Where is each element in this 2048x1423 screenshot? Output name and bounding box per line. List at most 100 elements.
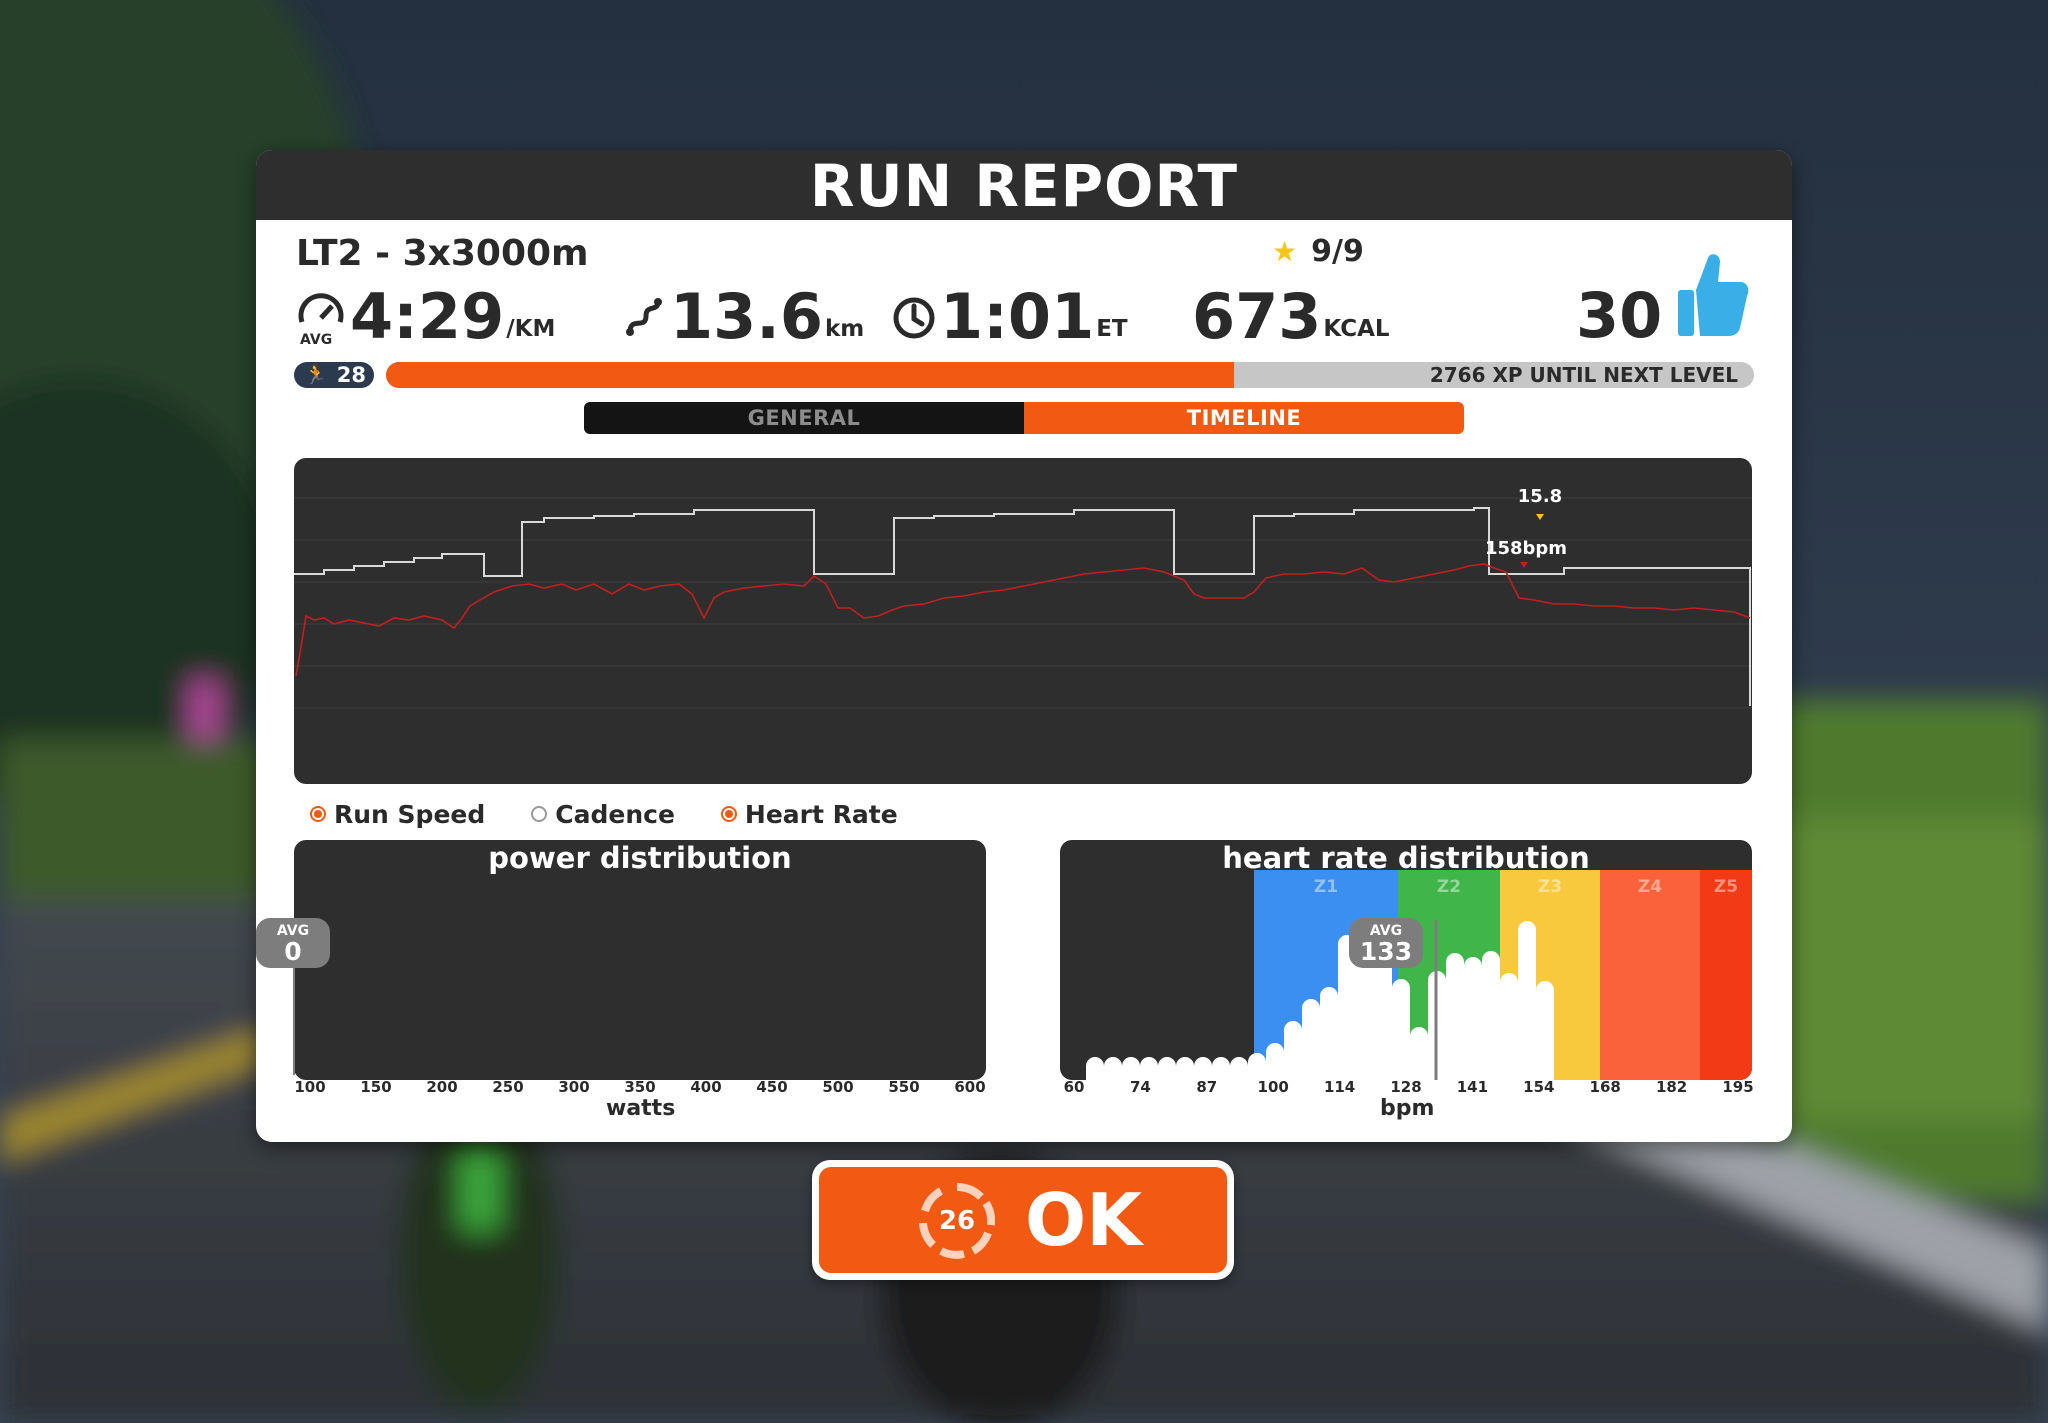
run-speed-label: Run Speed <box>334 799 486 829</box>
peak-hr-marker <box>1520 562 1528 568</box>
run-speed-radio[interactable] <box>310 806 326 822</box>
power-tick-500: 500 <box>822 1078 854 1096</box>
hr-tick-168: 168 <box>1589 1078 1621 1096</box>
stars-count: ★ 9/9 <box>1272 230 1364 274</box>
level-value: 28 <box>336 363 366 387</box>
hr-zone-z5 <box>1700 870 1752 1080</box>
power-avg-line <box>293 965 295 1075</box>
workout-name: LT2 - 3x3000m <box>296 233 589 274</box>
hr-avg-badge: AVG 133 <box>1349 918 1423 968</box>
hr-avg-label: AVG <box>1369 923 1403 939</box>
timeline-legend: Run Speed Cadence Heart Rate <box>310 798 944 830</box>
power-distribution-title: power distribution <box>488 841 792 875</box>
report-tabs: GENERAL TIMELINE <box>584 402 1464 434</box>
stat-distance: 13.6 km <box>624 280 864 352</box>
cadence-radio[interactable] <box>531 806 548 822</box>
hr-zone-label-z4: Z4 <box>1638 877 1662 897</box>
ok-label: OK <box>1025 1178 1142 1262</box>
legend-run-speed[interactable]: Run Speed <box>310 800 485 829</box>
heart-rate-series <box>295 563 1751 677</box>
hr-zone-label-z5: Z5 <box>1714 877 1738 897</box>
hr-tick-154: 154 <box>1523 1078 1555 1096</box>
hr-zone-z4 <box>1600 870 1700 1080</box>
hr-tick-141: 141 <box>1456 1078 1489 1096</box>
power-tick-100: 100 <box>294 1078 326 1096</box>
power-avg-label: AVG <box>276 923 310 939</box>
power-tick-300: 300 <box>558 1078 590 1096</box>
stars-value: 9/9 <box>1311 234 1364 269</box>
hr-distribution-plot: Z1 Z2 Z3 Z4 Z5 <box>1086 870 1752 1080</box>
countdown-ring-icon <box>919 1183 995 1259</box>
power-axis-label: watts <box>606 1096 676 1121</box>
stat-time: 1:01 ET <box>892 280 1128 352</box>
timeline-chart: 15.8 158bpm <box>294 458 1752 784</box>
time-value: 1:01 <box>940 280 1095 353</box>
hr-avg-value: 133 <box>1359 937 1413 966</box>
run-speed-series <box>294 507 1751 706</box>
peak-hr-label: 158bpm <box>1485 538 1567 559</box>
power-avg-value: 0 <box>284 937 302 966</box>
report-title: RUN REPORT <box>256 150 1792 220</box>
legend-cadence[interactable]: Cadence <box>531 800 675 829</box>
hr-tick-128: 128 <box>1390 1078 1422 1096</box>
power-tick-450: 450 <box>756 1078 788 1096</box>
speedometer-icon: AVG <box>298 293 344 346</box>
hr-zone-label-z2: Z2 <box>1437 877 1461 897</box>
power-distribution-chart: power distribution <box>294 840 986 1080</box>
level-badge: 🏃 28 <box>294 362 374 388</box>
heart-rate-radio[interactable] <box>720 806 737 822</box>
ok-countdown: 26 <box>938 1206 976 1236</box>
run-report-panel: RUN REPORT LT2 - 3x3000m ★ 9/9 AVG 4:29/K… <box>256 150 1792 1142</box>
timeline-plot: 15.8 158bpm <box>294 486 1752 709</box>
xp-remaining-text: 2766 XP UNTIL NEXT LEVEL <box>1429 363 1738 387</box>
ok-button-face[interactable]: 26 OK <box>819 1167 1227 1273</box>
xp-progress-bar: 2766 XP UNTIL NEXT LEVEL <box>386 362 1754 388</box>
time-unit: ET <box>1096 316 1128 342</box>
power-tick-150: 150 <box>360 1078 392 1096</box>
distance-value: 13.6 <box>670 280 823 353</box>
hr-tick-114: 114 <box>1323 1078 1356 1096</box>
heart-rate-label: Heart Rate <box>744 799 898 829</box>
route-icon <box>626 298 662 336</box>
pace-unit: /KM <box>506 316 556 342</box>
xp-earned: 30 <box>1576 279 1663 352</box>
clock-icon <box>893 297 935 339</box>
pace-value: 4:29 <box>350 280 505 353</box>
peak-speed-marker <box>1536 514 1544 520</box>
power-tick-350: 350 <box>624 1078 656 1096</box>
tab-timeline[interactable]: TIMELINE <box>1024 402 1464 434</box>
thumbs-up-icon[interactable] <box>1674 250 1750 340</box>
power-tick-250: 250 <box>492 1078 524 1096</box>
stat-pace: AVG 4:29/KM <box>296 280 555 352</box>
hr-tick-87: 87 <box>1196 1078 1218 1096</box>
calories-unit: KCAL <box>1323 316 1390 342</box>
power-tick-600: 600 <box>954 1078 986 1096</box>
svg-text:AVG: AVG <box>300 332 332 346</box>
hr-axis-ticks: 60 74 87 100 114 128 141 154 168 182 195 <box>1064 1078 1754 1102</box>
hr-tick-60: 60 <box>1063 1078 1085 1096</box>
hr-tick-182: 182 <box>1655 1078 1688 1096</box>
hr-zone-label-z3: Z3 <box>1538 877 1562 897</box>
ok-button[interactable]: 26 OK <box>812 1160 1234 1280</box>
power-tick-400: 400 <box>690 1078 722 1096</box>
star-icon: ★ <box>1272 235 1298 268</box>
calories-value: 673 <box>1192 280 1322 353</box>
hr-tick-195: 195 <box>1722 1078 1754 1096</box>
power-avg-badge: AVG 0 <box>256 918 330 968</box>
xp-progress-fill <box>386 362 1235 388</box>
hr-tick-74: 74 <box>1129 1078 1151 1096</box>
power-tick-550: 550 <box>888 1078 920 1096</box>
hr-axis-label: bpm <box>1380 1096 1435 1121</box>
distance-unit: km <box>824 316 865 342</box>
legend-heart-rate[interactable]: Heart Rate <box>720 799 898 829</box>
tab-general[interactable]: GENERAL <box>584 402 1024 434</box>
cadence-label: Cadence <box>555 799 675 829</box>
hr-zone-label-z1: Z1 <box>1314 877 1338 897</box>
peak-speed-label: 15.8 <box>1518 486 1562 507</box>
hr-distribution-title: heart rate distribution <box>1222 841 1590 875</box>
timeline-gridlines <box>294 497 1752 709</box>
runner-icon: 🏃 <box>304 364 328 386</box>
power-axis-ticks: 100 150 200 250 300 350 400 450 500 550 600 <box>294 1078 985 1102</box>
hr-tick-100: 100 <box>1257 1078 1289 1096</box>
power-tick-200: 200 <box>426 1078 458 1096</box>
